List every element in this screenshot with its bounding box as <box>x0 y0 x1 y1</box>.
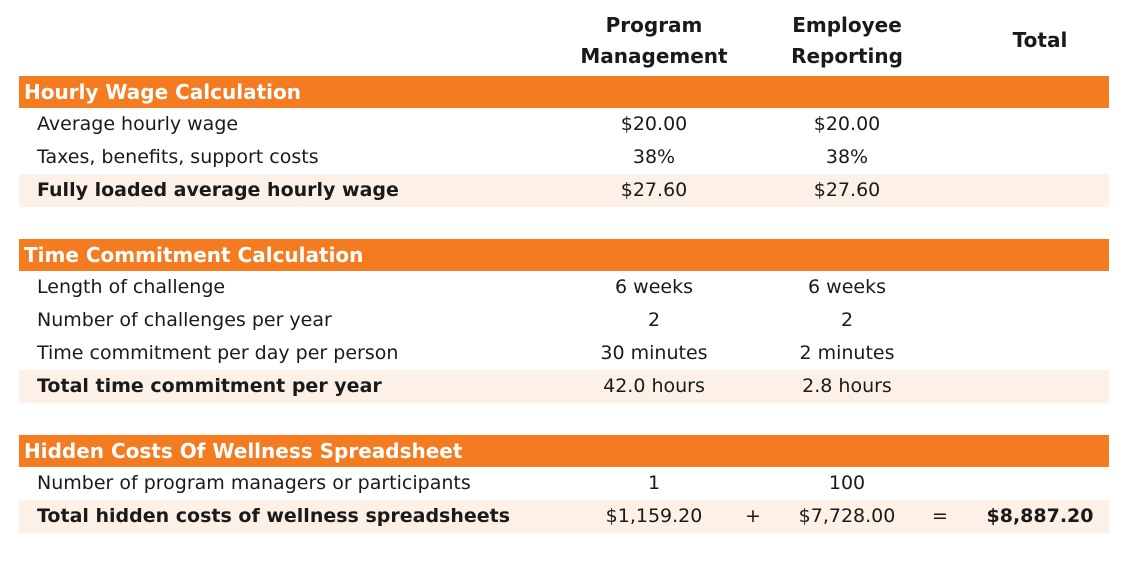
section-header: Hourly Wage Calculation <box>19 76 1109 108</box>
row-label: Total hidden costs of wellness spreadshe… <box>37 505 511 527</box>
cell-value: $20.00 <box>813 113 881 135</box>
highlight-band <box>19 500 1109 533</box>
cell-value: 2 minutes <box>799 342 895 364</box>
operator: + <box>745 505 761 527</box>
cell-value: $1,159.20 <box>605 505 703 527</box>
cell-value: $20.00 <box>620 113 688 135</box>
cell-value: 38% <box>825 146 869 168</box>
cell-value: 100 <box>828 472 866 494</box>
cell-value: 30 minutes <box>600 342 708 364</box>
row-label: Length of challenge <box>37 276 226 298</box>
cell-value: $27.60 <box>813 179 881 201</box>
cell-value: $7,728.00 <box>798 505 896 527</box>
row-label: Fully loaded average hourly wage <box>37 179 399 201</box>
column-header: Total <box>1012 28 1068 52</box>
cell-value: 2 <box>647 309 661 331</box>
cell-value: 2.8 hours <box>802 375 892 397</box>
highlight-band <box>19 174 1109 207</box>
row-label: Number of challenges per year <box>37 309 332 331</box>
highlight-band <box>19 370 1109 403</box>
row-label: Number of program managers or participan… <box>37 472 471 494</box>
cell-value: 6 weeks <box>615 276 693 298</box>
column-header: Employee Reporting <box>791 13 903 68</box>
operator: = <box>932 505 948 527</box>
cell-value: 6 weeks <box>808 276 886 298</box>
cell-value: 1 <box>647 472 661 494</box>
section-header: Hidden Costs Of Wellness Spreadsheet <box>19 435 1109 467</box>
row-label: Time commitment per day per person <box>37 342 399 364</box>
row-label: Average hourly wage <box>37 113 239 135</box>
cell-value: 2 <box>840 309 854 331</box>
cell-value: $27.60 <box>620 179 688 201</box>
row-label: Taxes, benefits, support costs <box>37 146 319 168</box>
cell-value: 38% <box>632 146 676 168</box>
section-header: Time Commitment Calculation <box>19 239 1109 271</box>
row-label: Total time commitment per year <box>37 375 382 397</box>
total-value: $8,887.20 <box>986 505 1094 527</box>
column-header: Program Management <box>580 13 728 68</box>
cell-value: 42.0 hours <box>603 375 705 397</box>
